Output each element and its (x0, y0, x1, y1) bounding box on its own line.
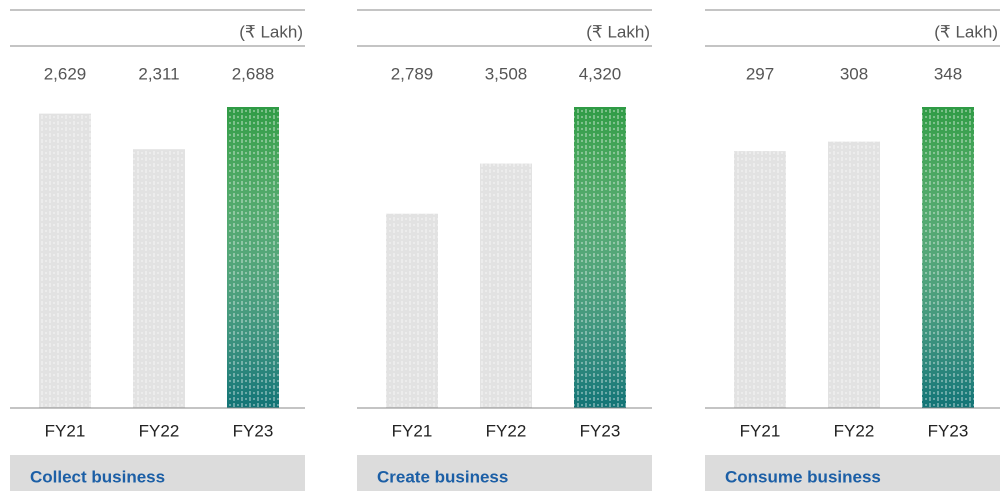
value-label: 2,688 (232, 64, 275, 83)
category-label: FY23 (233, 421, 274, 440)
bar-texture (39, 113, 91, 408)
value-label: 2,311 (138, 64, 179, 83)
panel-title: Collect business (30, 467, 165, 486)
footer-band (357, 455, 652, 491)
bar-texture (386, 213, 438, 408)
bar-texture (828, 141, 880, 408)
value-label: 297 (746, 64, 774, 83)
value-label: 3,508 (485, 64, 528, 83)
value-label: 2,789 (391, 64, 434, 83)
value-label: 4,320 (579, 64, 622, 83)
unit-label: (₹ Lakh) (934, 22, 998, 41)
category-label: FY22 (834, 421, 875, 440)
bar-texture (734, 151, 786, 409)
footer-band (705, 455, 1000, 491)
unit-label: (₹ Lakh) (239, 22, 303, 41)
unit-label: (₹ Lakh) (586, 22, 650, 41)
category-label: FY21 (392, 421, 433, 440)
category-label: FY22 (139, 421, 180, 440)
category-label: FY21 (740, 421, 781, 440)
category-label: FY21 (45, 421, 86, 440)
category-label: FY23 (928, 421, 969, 440)
panel-title: Create business (377, 467, 508, 486)
value-label: 348 (934, 64, 962, 83)
category-label: FY22 (486, 421, 527, 440)
category-label: FY23 (580, 421, 621, 440)
bar-texture (574, 107, 626, 408)
bar-texture (480, 163, 532, 408)
bar-texture (133, 149, 185, 409)
bar-texture (922, 107, 974, 408)
footer-band (10, 455, 305, 491)
value-label: 308 (840, 64, 868, 83)
value-label: 2,629 (44, 64, 87, 83)
panel-title: Consume business (725, 467, 881, 486)
bar-texture (227, 107, 279, 408)
